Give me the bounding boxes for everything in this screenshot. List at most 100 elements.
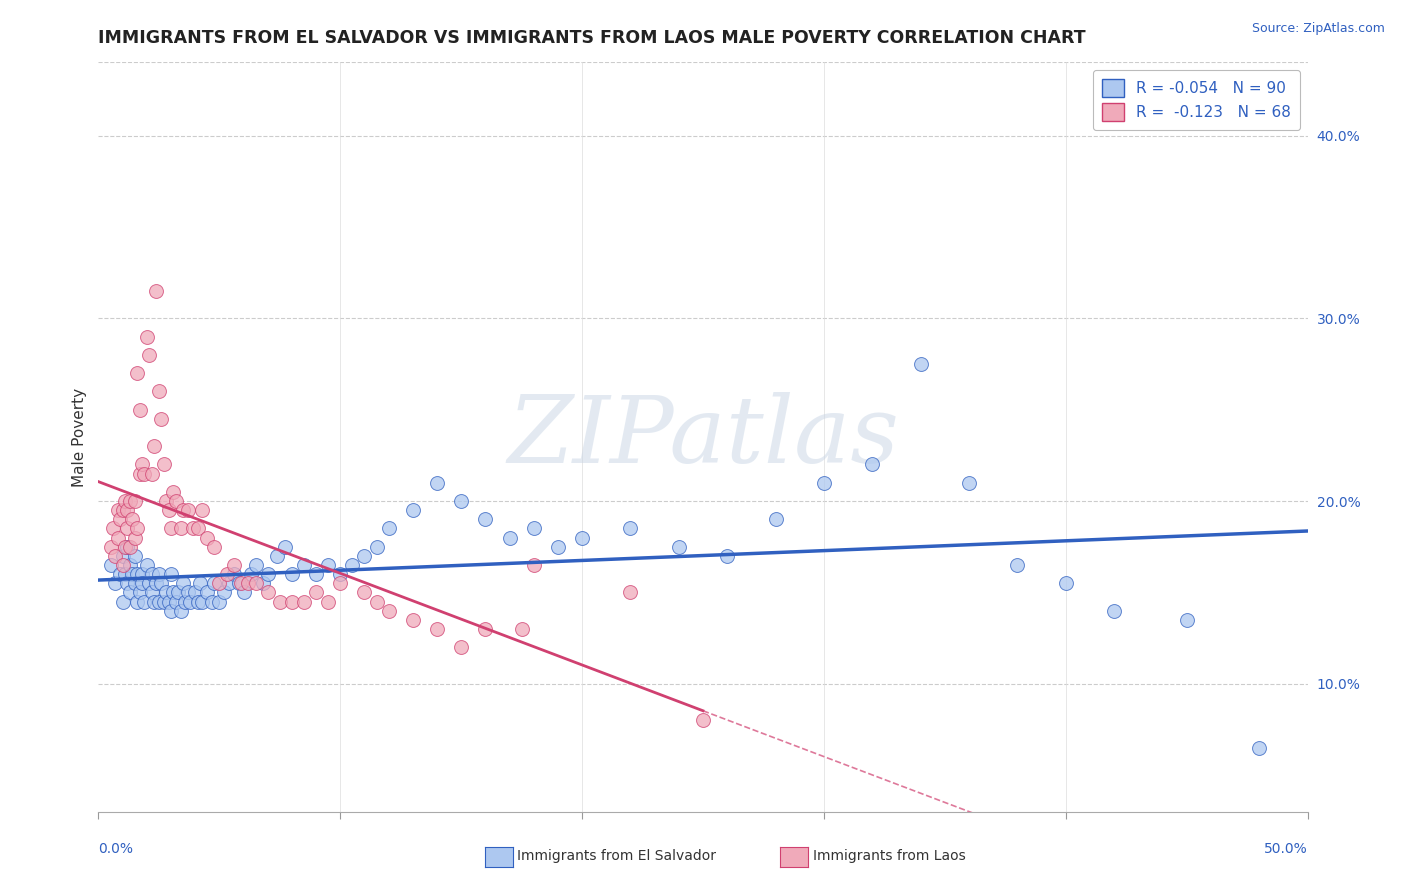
Point [124, 576, 146, 591]
Point [169, 521, 191, 535]
Point [157, 594, 180, 608]
Point [292, 594, 315, 608]
Point [107, 531, 129, 545]
Point [860, 458, 883, 472]
Point [160, 567, 183, 582]
Text: 50.0%: 50.0% [1264, 842, 1308, 856]
Point [273, 540, 295, 554]
Point [474, 512, 496, 526]
Point [111, 549, 134, 563]
Point [117, 521, 139, 535]
Point [353, 585, 375, 599]
Point [114, 540, 136, 554]
Point [377, 521, 399, 535]
Point [619, 521, 641, 535]
Point [118, 585, 141, 599]
Point [128, 585, 150, 599]
Point [498, 531, 520, 545]
Point [145, 576, 167, 591]
Point [450, 494, 472, 508]
Point [342, 558, 364, 572]
Point [179, 594, 201, 608]
Point [957, 475, 980, 490]
Point [114, 567, 136, 582]
Point [571, 531, 593, 545]
Text: IMMIGRANTS FROM EL SALVADOR VS IMMIGRANTS FROM LAOS MALE POVERTY CORRELATION CHA: IMMIGRANTS FROM EL SALVADOR VS IMMIGRANT… [98, 29, 1085, 47]
Point [114, 494, 136, 508]
Text: Immigrants from El Salvador: Immigrants from El Salvador [517, 849, 717, 863]
Point [204, 576, 226, 591]
Point [117, 540, 139, 554]
Point [128, 402, 150, 417]
Point [121, 512, 143, 526]
Point [100, 540, 122, 554]
Point [177, 503, 200, 517]
Point [266, 549, 288, 563]
Point [426, 622, 449, 636]
Point [181, 521, 204, 535]
Point [305, 567, 328, 582]
Point [104, 549, 127, 563]
Point [245, 558, 267, 572]
Point [668, 540, 690, 554]
Point [547, 540, 569, 554]
Point [124, 549, 146, 563]
Point [222, 558, 245, 572]
Point [195, 531, 218, 545]
Point [152, 458, 174, 472]
Point [131, 458, 153, 472]
Point [143, 439, 166, 453]
Point [402, 613, 425, 627]
Point [510, 622, 533, 636]
Y-axis label: Male Poverty: Male Poverty [72, 387, 87, 487]
Point [160, 604, 183, 618]
Point [111, 558, 134, 572]
Point [167, 585, 190, 599]
Point [127, 594, 149, 608]
Point [1249, 740, 1271, 755]
Point [187, 594, 209, 608]
Point [127, 567, 149, 582]
Point [212, 585, 235, 599]
Text: ZIPatlas: ZIPatlas [508, 392, 898, 482]
Point [118, 494, 141, 508]
Point [148, 594, 170, 608]
Point [305, 585, 328, 599]
Point [239, 567, 262, 582]
Point [218, 576, 240, 591]
Point [188, 576, 211, 591]
Point [316, 594, 339, 608]
Point [172, 503, 194, 517]
Point [150, 412, 173, 426]
Point [353, 549, 375, 563]
Point [169, 604, 191, 618]
Text: Immigrants from Laos: Immigrants from Laos [813, 849, 966, 863]
Point [141, 567, 163, 582]
Point [117, 503, 139, 517]
Point [141, 467, 163, 481]
Point [1054, 576, 1077, 591]
Point [910, 357, 932, 371]
Text: Source: ZipAtlas.com: Source: ZipAtlas.com [1251, 22, 1385, 36]
Point [245, 576, 267, 591]
Point [377, 604, 399, 618]
Point [162, 585, 184, 599]
Point [117, 576, 139, 591]
Point [201, 594, 224, 608]
Point [135, 329, 157, 343]
Point [108, 567, 131, 582]
Point [152, 594, 174, 608]
Point [187, 521, 209, 535]
Point [131, 576, 153, 591]
Point [229, 576, 252, 591]
Point [232, 585, 254, 599]
Point [366, 594, 388, 608]
Point [204, 540, 226, 554]
Point [138, 348, 160, 362]
Point [148, 384, 170, 399]
Point [121, 567, 143, 582]
Point [148, 567, 170, 582]
Point [118, 558, 141, 572]
Point [222, 567, 245, 582]
Point [165, 594, 187, 608]
